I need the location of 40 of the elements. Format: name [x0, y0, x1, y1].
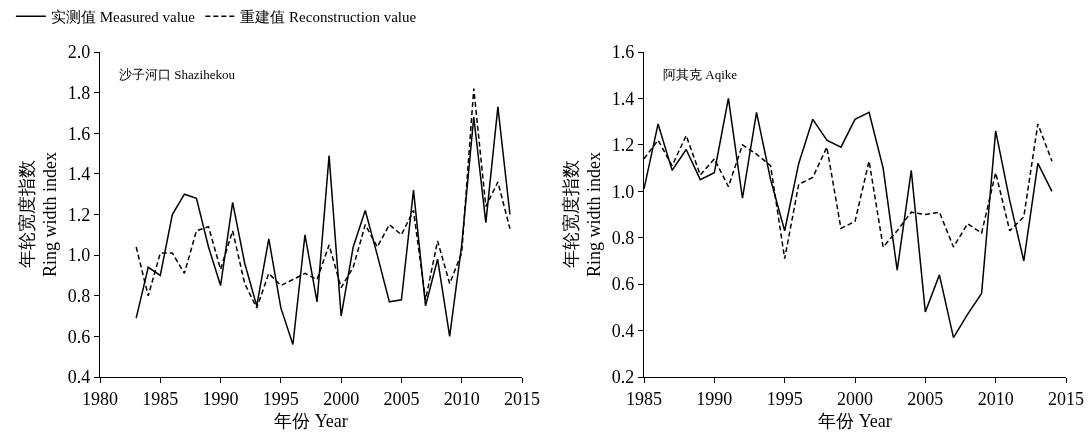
y-tick-label: 1.2	[611, 135, 635, 156]
y-tick-label: 1.6	[611, 42, 635, 63]
y-tick-label: 1.0	[67, 245, 91, 266]
y-tick-label: 0.4	[67, 367, 91, 388]
y-tick-label: 0.8	[67, 286, 91, 307]
x-tick-label: 1980	[82, 388, 118, 409]
y-tick-label: 0.6	[611, 274, 635, 295]
x-tick-label: 2015	[504, 388, 540, 409]
x-tick-label: 2000	[323, 388, 360, 409]
y-tick-label: 1.2	[67, 204, 91, 225]
annotation: 沙子河口 Shazihekou	[119, 67, 236, 82]
x-tick-label: 2000	[837, 388, 873, 409]
y-tick-label: 2.0	[67, 42, 91, 63]
y-tick-label: 0.2	[611, 367, 635, 388]
y-tick-label: 0.8	[611, 228, 635, 249]
x-axis-title: 年份 Year	[274, 410, 348, 431]
y-tick-label: 0.6	[67, 326, 91, 347]
y-tick-label: 1.0	[611, 181, 635, 202]
x-tick-label: 1995	[766, 388, 803, 409]
legend-label: 实测值 Measured value	[50, 9, 196, 26]
x-tick-label: 2005	[907, 388, 944, 409]
x-tick-label: 2010	[443, 388, 480, 409]
y-tick-label: 1.4	[67, 164, 91, 185]
x-tick-label: 1990	[696, 388, 733, 409]
x-tick-label: 1985	[626, 388, 662, 409]
x-axis-title: 年份 Year	[818, 410, 892, 431]
y-tick-label: 1.4	[611, 88, 635, 109]
x-tick-label: 1990	[202, 388, 239, 409]
y-axis-title: 年轮宽度指数 Ring width index	[560, 152, 604, 277]
y-tick-label: 0.4	[611, 320, 635, 341]
x-tick-label: 2015	[1048, 388, 1084, 409]
y-tick-label: 1.6	[67, 123, 91, 144]
legend-label: 重建值 Reconstruction value	[240, 9, 417, 26]
x-tick-label: 1985	[142, 388, 179, 409]
y-tick-label: 1.8	[67, 82, 91, 103]
x-tick-label: 2005	[383, 388, 420, 409]
x-tick-label: 1995	[262, 388, 299, 409]
annotation: 阿其克 Aqike	[663, 67, 738, 82]
x-tick-label: 2010	[977, 388, 1014, 409]
y-axis-title: 年轮宽度指数 Ring width index	[16, 152, 60, 277]
